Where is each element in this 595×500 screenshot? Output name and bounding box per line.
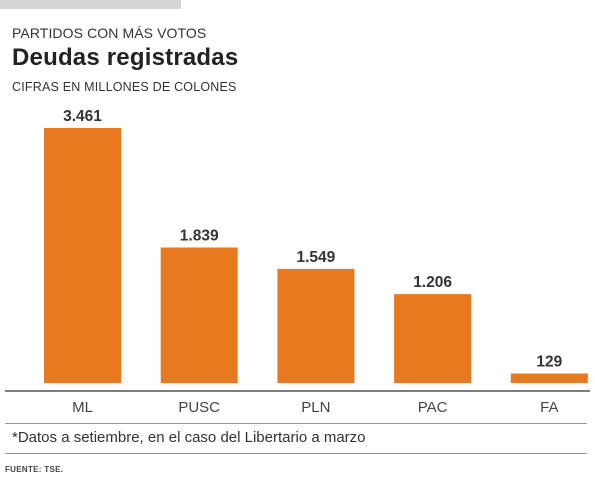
note-bottom-rule [5,453,587,454]
x-tick-label-pln: PLN [301,399,330,416]
chart-kicker: PARTIDOS CON MÁS VOTOS [12,25,207,41]
source-credit: FUENTE: TSE. [5,465,64,474]
footnote: *Datos a setiembre, en el caso del Liber… [12,429,366,446]
note-top-rule [5,423,587,424]
value-label-ml: 3.461 [63,108,102,125]
x-tick-label-fa: FA [540,399,558,416]
value-labels-group: 3.461 1.839 1.549 1.206 129 [63,108,563,371]
x-tick-label-pusc: PUSC [178,399,220,416]
x-tick-labels-group: ML PUSC PLN PAC FA [72,399,558,416]
bar-fa [510,373,588,383]
bar-pln [277,268,355,383]
bar-pusc [160,247,238,383]
x-tick-label-pac: PAC [418,399,448,416]
bar-pac [394,294,472,383]
value-label-pusc: 1.839 [180,228,219,245]
bar-ml [44,128,121,383]
value-label-pac: 1.206 [413,274,452,291]
value-label-fa: 129 [536,354,562,371]
chart-title: Deudas registradas [12,44,239,71]
chart-subtitle: CIFRAS EN MILLONES DE COLONES [12,80,237,94]
bar-chart: 3.461 1.839 1.549 1.206 129 ML PUSC PLN PAC FA [5,108,590,416]
bars-group [44,128,588,383]
top-rule [0,0,181,9]
value-label-pln: 1.549 [297,249,336,266]
x-tick-label-ml: ML [72,399,93,416]
